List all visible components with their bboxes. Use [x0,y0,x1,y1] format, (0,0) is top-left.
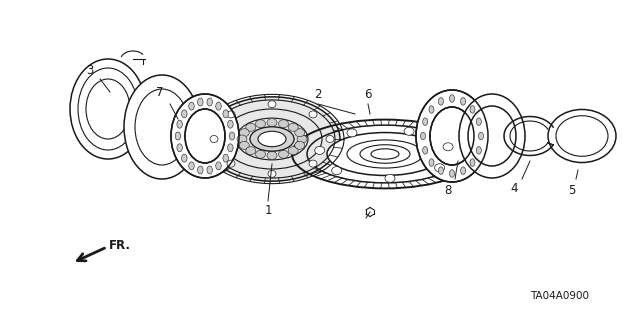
Ellipse shape [278,150,289,158]
Ellipse shape [422,118,428,125]
Text: 1: 1 [264,204,272,218]
Ellipse shape [246,147,256,155]
Ellipse shape [459,94,525,178]
Ellipse shape [288,123,298,131]
Ellipse shape [267,118,277,127]
Ellipse shape [255,150,266,158]
Ellipse shape [429,106,434,113]
Ellipse shape [177,144,182,152]
Ellipse shape [171,94,239,178]
Text: 8: 8 [444,184,452,197]
Ellipse shape [470,159,475,166]
Ellipse shape [470,106,475,113]
Ellipse shape [476,147,481,154]
Ellipse shape [556,116,608,156]
Text: 3: 3 [86,64,93,78]
Ellipse shape [258,131,286,147]
Ellipse shape [216,102,221,110]
Ellipse shape [189,162,195,170]
Ellipse shape [438,167,444,174]
Ellipse shape [182,110,187,118]
Ellipse shape [332,167,342,174]
Ellipse shape [422,147,428,154]
Ellipse shape [189,102,195,110]
Ellipse shape [177,120,182,128]
Ellipse shape [267,152,277,160]
Ellipse shape [326,136,334,143]
Text: 2: 2 [314,87,322,100]
Ellipse shape [449,170,454,177]
Ellipse shape [315,146,324,154]
Ellipse shape [255,120,266,128]
Ellipse shape [416,90,488,182]
Ellipse shape [198,98,203,106]
Ellipse shape [461,98,465,105]
Ellipse shape [239,141,250,149]
Text: 5: 5 [568,184,576,197]
Ellipse shape [204,97,340,181]
Ellipse shape [268,101,276,108]
Ellipse shape [309,160,317,167]
Ellipse shape [404,127,414,135]
Ellipse shape [216,162,221,170]
Ellipse shape [327,132,443,175]
Ellipse shape [268,170,276,177]
Ellipse shape [229,132,235,140]
Ellipse shape [175,132,180,140]
Ellipse shape [430,107,474,165]
Ellipse shape [227,160,235,167]
Ellipse shape [438,98,444,105]
Ellipse shape [78,68,138,150]
Ellipse shape [435,164,445,172]
Ellipse shape [228,144,233,152]
Ellipse shape [461,167,465,174]
Ellipse shape [347,129,357,137]
Ellipse shape [278,120,289,128]
Ellipse shape [479,132,483,140]
Ellipse shape [135,89,189,165]
Ellipse shape [468,106,516,166]
Ellipse shape [429,159,434,166]
Ellipse shape [297,135,307,143]
Ellipse shape [250,127,294,151]
Text: TA04A0900: TA04A0900 [531,291,589,301]
Ellipse shape [124,75,200,179]
Ellipse shape [228,120,233,128]
Ellipse shape [223,110,228,118]
Text: FR.: FR. [109,239,131,252]
Ellipse shape [182,154,187,162]
Ellipse shape [294,129,305,137]
Ellipse shape [246,123,256,131]
Ellipse shape [309,111,317,118]
Ellipse shape [420,132,426,140]
Ellipse shape [237,135,247,143]
Ellipse shape [239,129,250,137]
Ellipse shape [70,59,146,159]
Ellipse shape [449,95,454,102]
Ellipse shape [207,166,212,174]
Ellipse shape [443,143,453,151]
Ellipse shape [207,98,212,106]
Text: 7: 7 [156,86,164,100]
Ellipse shape [385,174,395,182]
Text: 6: 6 [364,87,372,100]
Ellipse shape [476,118,481,125]
Text: 4: 4 [510,182,518,196]
Ellipse shape [227,111,235,118]
Ellipse shape [223,154,228,162]
Ellipse shape [185,109,225,163]
Ellipse shape [198,166,203,174]
Ellipse shape [294,141,305,149]
Ellipse shape [210,136,218,143]
Ellipse shape [288,147,298,155]
